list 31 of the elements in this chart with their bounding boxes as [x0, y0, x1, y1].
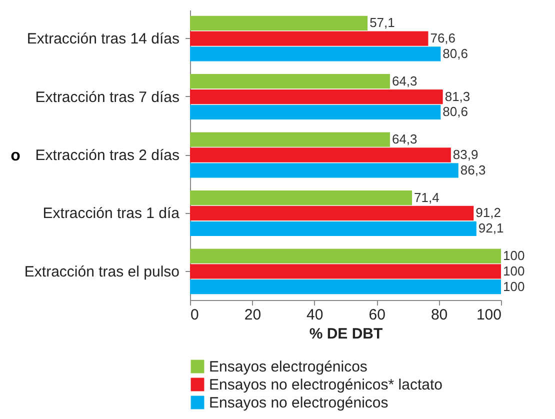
- data-label: 57,1: [370, 15, 395, 30]
- x-axis-title: % DE DBT: [309, 326, 383, 342]
- legend-label: Ensayos electrogénicos: [209, 358, 368, 376]
- data-label: 100: [503, 278, 525, 294]
- x-tick-label: 0: [190, 306, 199, 324]
- data-label: 86,3: [460, 162, 486, 178]
- y-axis-title: o: [10, 148, 21, 164]
- x-tick-label: 100: [476, 306, 502, 324]
- y-tick-label: Extracción tras 7 días: [35, 88, 180, 106]
- y-tick-label: Extracción tras 1 día: [42, 205, 180, 222]
- data-label: 81,3: [444, 88, 470, 104]
- data-label: 92,1: [478, 220, 504, 236]
- y-tick-label: Extracción tras 2 días: [35, 147, 180, 164]
- data-label: 80,6: [442, 46, 468, 61]
- legend-label: Ensayos no electrogénicos* lactato: [209, 376, 442, 394]
- data-label: 80,6: [442, 104, 468, 120]
- data-label: 100: [503, 263, 525, 278]
- data-label: 76,6: [430, 30, 456, 46]
- x-tick-label: 80: [430, 306, 448, 324]
- y-tick-label: Extracción tras el pulso: [24, 263, 180, 280]
- x-tick-label: 20: [244, 306, 262, 324]
- x-tick-label: 40: [306, 306, 324, 324]
- data-label: 83,9: [452, 147, 478, 162]
- data-label: 64,3: [392, 132, 418, 147]
- legend-label: Ensayos no electrogénicos: [209, 394, 388, 412]
- y-tick-label: Extracción tras 14 días: [26, 30, 180, 48]
- x-tick-label: 60: [368, 306, 386, 324]
- data-label: 91,2: [476, 205, 501, 220]
- data-label: 71,4: [414, 190, 440, 205]
- data-label: 64,3: [392, 73, 418, 88]
- data-label: 100: [503, 248, 525, 264]
